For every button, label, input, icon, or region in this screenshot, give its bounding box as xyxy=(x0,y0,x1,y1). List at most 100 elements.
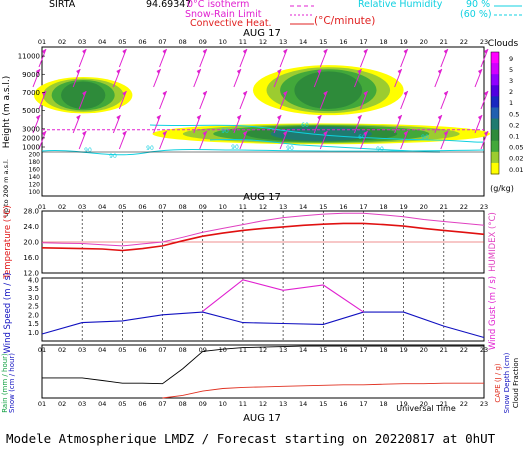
wind-arrow-head xyxy=(242,49,247,54)
wind-arrow-head xyxy=(484,91,488,96)
legend-samples xyxy=(290,5,522,25)
height-tick-label: 180 xyxy=(29,159,41,166)
wind-arrow xyxy=(440,48,449,68)
wind-gust-line xyxy=(202,279,364,313)
wind-arrow xyxy=(394,114,403,134)
precip-hour-label-top: 19 xyxy=(399,346,407,354)
wind-frame xyxy=(41,277,485,342)
wind-arrow xyxy=(279,130,288,150)
hour-tick-label: 20 xyxy=(420,38,428,46)
wind-arrow-head xyxy=(323,91,328,96)
temperature-axis-title: Temperature (°C) xyxy=(3,205,13,279)
precip-hour-label-top: 21 xyxy=(440,346,448,354)
humidity-isoline-label: 90 xyxy=(231,144,239,151)
wind-arrow-head xyxy=(363,131,368,136)
colorbar-swatch xyxy=(491,74,499,86)
precip-hour-label-top: 02 xyxy=(58,346,66,354)
cloud-layer xyxy=(294,71,363,109)
humidex-axis-title: HUMIDEX (°C) xyxy=(488,212,498,272)
wind-arrow xyxy=(72,68,81,88)
precip-hour-label-top: 10 xyxy=(219,346,227,354)
wind-arrow xyxy=(112,68,121,88)
temperature-hour-label: 21 xyxy=(440,203,448,211)
wind-arrow-head xyxy=(363,91,368,96)
height-tick-label: 2000 xyxy=(22,134,40,142)
wind-arrow-head xyxy=(317,69,322,74)
humidity-isoline-label: 90 xyxy=(421,134,429,141)
legend-rh-label: Relative Humidity xyxy=(358,0,443,10)
wind-arrow xyxy=(193,68,202,88)
wind-arrow-head xyxy=(403,131,408,136)
precip-hour-label-bottom: 05 xyxy=(118,400,126,408)
wind-arrow xyxy=(273,114,282,134)
height-tick-label: 160 xyxy=(29,167,41,174)
legend-isotherm-label: 0°C isotherm xyxy=(187,0,250,10)
wind-arrow-head xyxy=(162,91,167,96)
humidity-isoline-label: 90 xyxy=(84,147,92,154)
precip-hour-label-top: 11 xyxy=(239,346,247,354)
temperature-tick-label: 12.0 xyxy=(23,270,39,278)
wind-arrow-head xyxy=(277,69,282,74)
date-label-bottom: AUG 17 xyxy=(243,413,281,424)
wind-arrow-head xyxy=(196,115,201,120)
wind-arrow-head xyxy=(82,91,87,96)
hour-tick-label: 06 xyxy=(138,38,146,46)
temperature-hour-label: 05 xyxy=(118,203,126,211)
wind-arrow-head xyxy=(484,49,488,54)
precip-hour-label-top: 23 xyxy=(480,346,488,354)
wind-arrow-head xyxy=(162,49,167,54)
wind-arrow xyxy=(199,90,208,110)
height-tick-label: 11000 xyxy=(18,53,40,61)
hour-tick-label: 14 xyxy=(299,38,307,46)
wind-arrow-head xyxy=(317,115,322,120)
wind-arrow-head xyxy=(82,131,87,136)
wind-arrow xyxy=(279,48,288,68)
precip-hour-label-bottom: 23 xyxy=(480,400,488,408)
wind-tick-label: 2.5 xyxy=(28,303,39,311)
cloud-fraction-axis-title: Cloud Fraction xyxy=(512,358,520,408)
precip-hour-label-bottom: 15 xyxy=(319,400,327,408)
wind-arrow-head xyxy=(323,131,328,136)
wind-arrow xyxy=(38,130,47,150)
wind-arrow xyxy=(400,48,409,68)
height-tick-label: 100 xyxy=(29,189,41,196)
precip-hour-label-top: 22 xyxy=(460,346,468,354)
wind-arrow-head xyxy=(36,115,40,120)
temperature-line xyxy=(41,222,485,252)
colorbar-label: 1 xyxy=(509,99,513,107)
humidity-isoline xyxy=(149,124,485,143)
hour-tick-label: 15 xyxy=(319,38,327,46)
legend-rh-60: (60 %) xyxy=(460,9,492,20)
colorbar-label: 0.01 xyxy=(509,166,523,174)
humidity-isoline-label: 90 xyxy=(109,153,117,160)
humidity-isoline xyxy=(41,149,485,156)
wind-arrow xyxy=(319,90,328,110)
temperature-hour-label: 16 xyxy=(339,203,347,211)
temperature-tick-label: 16.0 xyxy=(23,254,39,262)
precip-hour-label-bottom: 04 xyxy=(98,400,106,408)
temperature-hour-label: 09 xyxy=(199,203,207,211)
wind-arrow-head xyxy=(443,131,448,136)
legend-convective-label: Convective Heat. xyxy=(190,18,272,29)
precip-hour-label-top: 08 xyxy=(178,346,186,354)
precip-hour-label-top: 13 xyxy=(279,346,287,354)
hour-tick-label: 08 xyxy=(178,38,186,46)
wind-arrow xyxy=(480,48,489,68)
wind-arrow-head xyxy=(437,69,442,74)
temperature-hour-label: 17 xyxy=(359,203,367,211)
colorbar-label: 0.05 xyxy=(509,144,523,152)
precip-hour-label-top: 09 xyxy=(199,346,207,354)
wind-arrow xyxy=(359,48,368,68)
temperature-hour-label: 08 xyxy=(178,203,186,211)
wind-arrow-head xyxy=(122,49,127,54)
wind-tick-label: 2.0 xyxy=(28,311,39,319)
precip-hour-label-top: 04 xyxy=(98,346,106,354)
wind-arrow-head xyxy=(242,91,247,96)
temperature-hour-label: 15 xyxy=(319,203,327,211)
humidity-isoline-label: 90 xyxy=(376,146,384,153)
temperature-tick-label: 20.0 xyxy=(23,239,39,247)
wind-arrow-head xyxy=(202,91,207,96)
temperature-hour-label: 18 xyxy=(379,203,387,211)
wind-arrow xyxy=(199,48,208,68)
hour-tick-label: 18 xyxy=(379,38,387,46)
